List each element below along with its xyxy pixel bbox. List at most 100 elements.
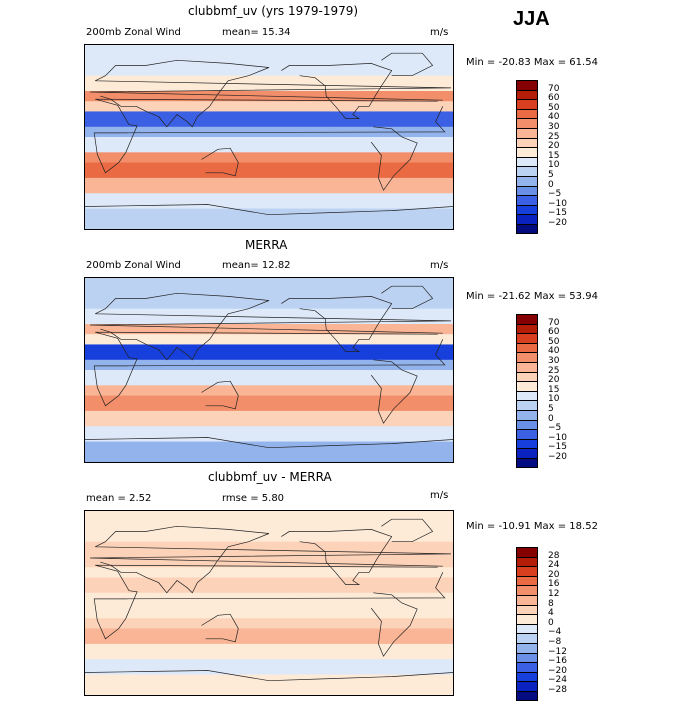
panel-3-coastline-1 xyxy=(90,525,452,594)
panel-2-colorbar-swatch xyxy=(516,342,538,353)
panel-3-colorbar-tick-label: −28 xyxy=(548,685,567,695)
panel-3-colorbar-swatch xyxy=(516,547,538,558)
panel-3-colorbar-tick-label: 28 xyxy=(548,550,560,561)
panel-2-colorbar-divider xyxy=(516,352,538,354)
panel-2-colorbar-divider xyxy=(516,342,538,344)
panel-1-colorbar-divider xyxy=(516,176,538,177)
panel-2-colorbar-swatch xyxy=(516,352,538,363)
panel-1-colorbar-tick-label: 70 xyxy=(548,83,560,94)
panel-2-colorbar-divider xyxy=(516,390,538,392)
panel-1-colorbar-divider xyxy=(516,224,538,225)
panel-3-colorbar-tick-label: −20 xyxy=(548,665,567,676)
panel-1-colorbar-divider xyxy=(516,118,538,120)
panel-2-colorbar-divider xyxy=(516,400,538,402)
panel-1-colorbar-swatch xyxy=(516,185,538,196)
panel-1-coastline-2 xyxy=(201,147,239,177)
panel-2-colorbar-divider xyxy=(516,458,538,459)
panel-1-left-label: 200mb Zonal Wind xyxy=(86,27,181,38)
panel-3-colorbar-swatch xyxy=(516,575,538,586)
panel-2-colorbar-divider xyxy=(516,381,538,383)
panel-1-colorbar-tick-label: 30 xyxy=(548,122,560,132)
panel-1-colorbar-tick-label: 5 xyxy=(548,170,554,180)
panel-3-colorbar-swatch xyxy=(516,566,538,577)
panel-1-colorbar-swatch xyxy=(516,147,538,158)
panel-3-coastline-0 xyxy=(93,564,446,640)
panel-1-coastline-5 xyxy=(381,52,434,77)
panel-1-colorbar-swatch xyxy=(516,166,538,177)
panel-2-colorbar-tick-label: −15 xyxy=(548,442,567,453)
panel-1-colorbar-divider xyxy=(516,166,538,168)
panel-3-mean-label: mean = 2.52 xyxy=(86,493,152,504)
panel-1-colorbar-divider xyxy=(516,147,538,149)
panel-1-colorbar-swatch xyxy=(516,224,538,235)
panel-1-band-7 xyxy=(85,152,453,164)
panel-3-colorbar-divider xyxy=(516,691,538,692)
panel-2-map-svg xyxy=(85,278,453,462)
panel-2-colorbar-tick-label: 70 xyxy=(548,317,560,328)
panel-3-colorbar-swatch xyxy=(516,595,538,606)
panel-1-colorbar-swatch xyxy=(516,128,538,139)
panel-3-colorbar-divider xyxy=(516,566,538,568)
panel-1-units: m/s xyxy=(430,27,449,38)
panel-3-colorbar-tick-label: 4 xyxy=(548,608,554,619)
panel-2-colorbar-swatch xyxy=(516,419,538,430)
panel-3-band-9 xyxy=(85,643,453,660)
panel-2-band-10 xyxy=(85,426,453,443)
panel-3-units: m/s xyxy=(430,490,449,501)
panel-2-colorbar-divider xyxy=(516,410,538,411)
panel-2-band-3 xyxy=(85,334,453,345)
panel-2-colorbar-swatch xyxy=(516,458,538,469)
panel-1-colorbar-tick-label: 0 xyxy=(548,179,554,190)
panel-2-coastline-5 xyxy=(381,285,434,310)
panel-1-band-8 xyxy=(85,162,453,179)
panel-1-band-3 xyxy=(85,101,453,112)
panel-3-colorbar-swatch xyxy=(516,671,538,682)
panel-2-coastline-2 xyxy=(201,380,239,410)
panel-3-colorbar-swatch xyxy=(516,681,538,692)
panel-2-colorbar-swatch xyxy=(516,410,538,421)
panel-2-colorbar-swatch xyxy=(516,448,538,459)
panel-2-colorbar-swatch xyxy=(516,438,538,449)
panel-1-colorbar-divider xyxy=(516,204,538,206)
season-label: JJA xyxy=(513,8,550,30)
panel-1-map-svg xyxy=(85,45,453,229)
panel-3-colorbar-divider xyxy=(516,671,538,673)
panel-1-colorbar-tick-label: 60 xyxy=(548,93,560,104)
panel-1-colorbar-swatch xyxy=(516,118,538,129)
panel-2-colorbar-tick-label: 30 xyxy=(548,356,560,366)
panel-3-colorbar-swatch xyxy=(516,585,538,596)
panel-1-colorbar-swatch xyxy=(516,137,538,148)
panel-3-band-11 xyxy=(85,674,453,695)
panel-3-colorbar-swatch xyxy=(516,662,538,673)
panel-2-colorbar-divider xyxy=(516,448,538,450)
panel-2-band-9 xyxy=(85,410,453,427)
panel-3-coastline-6 xyxy=(85,670,453,682)
panel-1-band-1 xyxy=(85,75,453,92)
panel-3-colorbar-swatch xyxy=(516,614,538,625)
panel-3-band-4 xyxy=(85,577,453,594)
panel-1-colorbar-divider xyxy=(516,214,538,216)
panel-3-map-svg xyxy=(85,511,453,695)
panel-3-colorbar-tick-label: −16 xyxy=(548,656,567,667)
panel-2-colorbar-swatch xyxy=(516,314,538,325)
panel-3-colorbar-swatch xyxy=(516,604,538,615)
panel-3-colorbar-tick-label: 12 xyxy=(548,589,560,599)
panel-1-coastline-6 xyxy=(85,204,453,216)
panel-1-coastline-0 xyxy=(93,98,446,174)
panel-2-colorbar xyxy=(516,314,538,469)
panel-1-band-11 xyxy=(85,208,453,229)
panel-3-band-7 xyxy=(85,618,453,630)
panel-3-colorbar-tick-label: −4 xyxy=(548,627,562,638)
panel-1-colorbar-swatch xyxy=(516,176,538,187)
panel-1-colorbar-tick-label: −10 xyxy=(548,198,567,209)
panel-3-colorbar-tick-label: −12 xyxy=(548,646,567,657)
panel-3-colorbar-divider xyxy=(516,662,538,664)
panel-2-colorbar-swatch xyxy=(516,429,538,440)
panel-2-coastline-6 xyxy=(85,437,453,449)
panel-2-colorbar-swatch xyxy=(516,371,538,382)
panel-3-minmax: Min = -10.91 Max = 18.52 xyxy=(466,521,598,532)
panel-2-map xyxy=(84,277,454,463)
panel-2-colorbar-divider xyxy=(516,333,538,335)
panel-2-colorbar-swatch xyxy=(516,390,538,401)
panel-3-colorbar-divider xyxy=(516,623,538,625)
